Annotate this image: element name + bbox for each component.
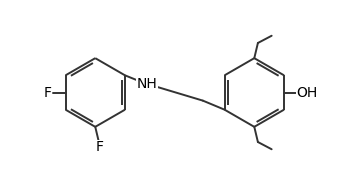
Text: F: F bbox=[96, 140, 104, 154]
Text: NH: NH bbox=[136, 77, 157, 91]
Text: OH: OH bbox=[296, 85, 317, 100]
Text: F: F bbox=[43, 85, 51, 100]
